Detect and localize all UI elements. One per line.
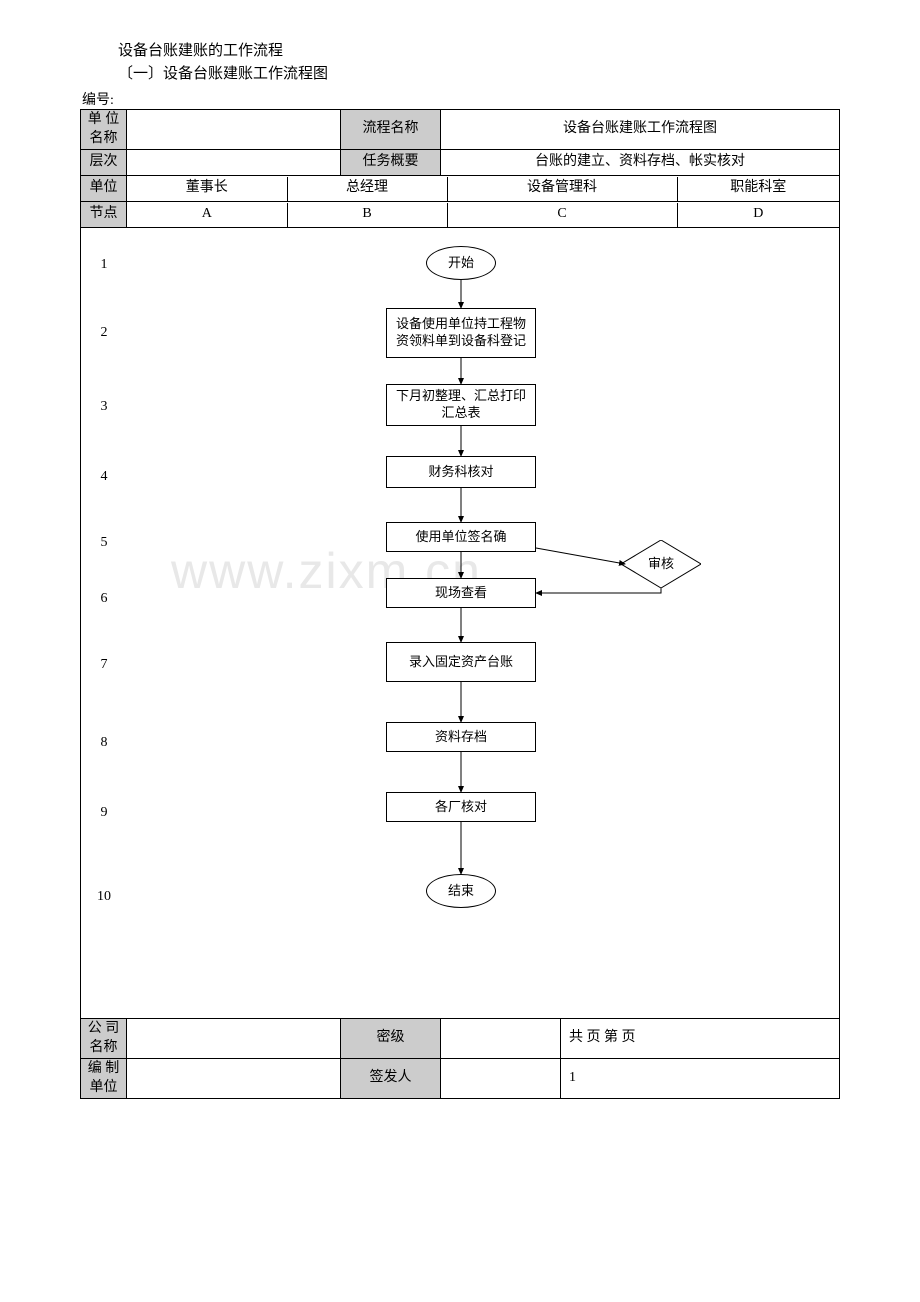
step5: 使用单位签名确 — [386, 522, 536, 552]
nodes-c1: A — [127, 203, 287, 227]
step9: 各厂核对 — [386, 792, 536, 822]
r2-mid-label: 任务概要 — [341, 150, 441, 176]
r1-label: 单 位 名称 — [81, 110, 127, 150]
rownum-10: 10 — [81, 888, 127, 907]
start-node: 开始 — [426, 246, 496, 280]
rownum-3: 3 — [81, 398, 127, 417]
f1-blank2 — [441, 1019, 561, 1059]
step7: 录入固定资产台账 — [386, 642, 536, 682]
f1-blank — [127, 1019, 341, 1059]
f2-mid: 签发人 — [341, 1059, 441, 1099]
rownum-9: 9 — [81, 804, 127, 823]
f1-mid: 密级 — [341, 1019, 441, 1059]
rownum-1: 1 — [81, 256, 127, 275]
nodes-c2: B — [287, 203, 447, 227]
step4: 财务科核对 — [386, 456, 536, 488]
rownum-6: 6 — [81, 590, 127, 609]
units-c4: 职能科室 — [677, 177, 839, 201]
f1-right: 共 页 第 页 — [561, 1019, 840, 1059]
rownum-4: 4 — [81, 468, 127, 487]
doc-subtitle: 〔一〕设备台账建账工作流程图 — [118, 63, 840, 86]
f2-label: 编 制 单位 — [81, 1059, 127, 1099]
flow-cell: www.zixm.cn 1 2 3 4 5 6 7 8 9 10 开始 — [81, 228, 840, 1019]
f1-label: 公 司 名称 — [81, 1019, 127, 1059]
nodes-label: 节点 — [81, 202, 127, 228]
rownum-8: 8 — [81, 734, 127, 753]
r1-value: 设备台账建账工作流程图 — [441, 110, 840, 150]
units-c2: 总经理 — [287, 177, 447, 201]
r1-mid-label: 流程名称 — [341, 110, 441, 150]
f2-right: 1 — [561, 1059, 840, 1099]
units-c1: 董事长 — [127, 177, 287, 201]
rownum-7: 7 — [81, 656, 127, 675]
main-table: 单 位 名称 流程名称 设备台账建账工作流程图 层次 任务概要 台账的建立、资料… — [80, 109, 840, 1099]
f2-blank2 — [441, 1059, 561, 1099]
rownum-5: 5 — [81, 534, 127, 553]
r2-value: 台账的建立、资料存档、帐实核对 — [441, 150, 840, 176]
f2-blank — [127, 1059, 341, 1099]
rownum-divider — [126, 228, 128, 1018]
step6: 现场查看 — [386, 578, 536, 608]
r1-blank — [127, 110, 341, 150]
nodes-c4: D — [677, 203, 839, 227]
units-c3: 设备管理科 — [447, 177, 677, 201]
rownum-2: 2 — [81, 324, 127, 343]
step3: 下月初整理、汇总打印汇总表 — [386, 384, 536, 426]
units-label: 单位 — [81, 176, 127, 202]
r2-label: 层次 — [81, 150, 127, 176]
step2: 设备使用单位持工程物资领料单到设备科登记 — [386, 308, 536, 358]
doc-title: 设备台账建账的工作流程 — [118, 40, 840, 63]
serial-label: 编号: — [82, 89, 840, 109]
flow-area: www.zixm.cn 1 2 3 4 5 6 7 8 9 10 开始 — [81, 228, 839, 1018]
r2-blank — [127, 150, 341, 176]
step8: 资料存档 — [386, 722, 536, 752]
nodes-c3: C — [447, 203, 677, 227]
end-node: 结束 — [426, 874, 496, 908]
decision-node: 审核 — [621, 540, 701, 588]
